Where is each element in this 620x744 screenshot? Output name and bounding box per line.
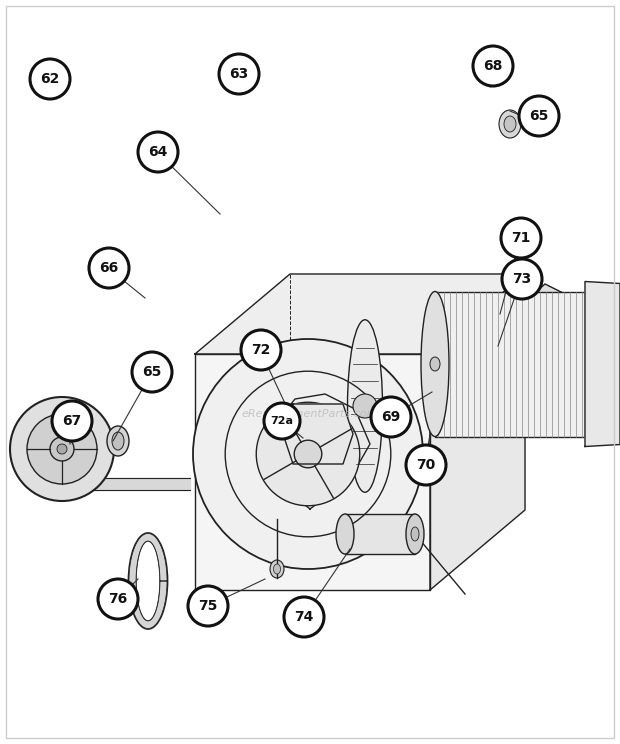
Ellipse shape [504,116,516,132]
Circle shape [519,96,559,136]
Circle shape [406,445,446,485]
Circle shape [57,444,67,454]
Circle shape [10,397,114,501]
Circle shape [30,59,70,99]
Circle shape [371,397,411,437]
Text: 66: 66 [99,261,118,275]
Ellipse shape [270,560,284,578]
Circle shape [294,440,322,468]
Text: 72a: 72a [270,416,293,426]
Circle shape [138,132,178,172]
Ellipse shape [112,432,124,450]
Circle shape [473,46,513,86]
Polygon shape [505,284,565,329]
Circle shape [27,414,97,484]
Text: 74: 74 [294,610,314,624]
Text: 71: 71 [512,231,531,245]
Circle shape [193,339,423,569]
Ellipse shape [273,564,280,574]
Circle shape [219,54,259,94]
Text: 73: 73 [512,272,531,286]
Circle shape [132,352,172,392]
Polygon shape [480,324,545,389]
Circle shape [89,248,129,288]
Text: 62: 62 [40,72,60,86]
Circle shape [284,597,324,637]
Polygon shape [195,354,430,590]
Ellipse shape [347,320,383,493]
Text: 65: 65 [529,109,549,123]
Circle shape [501,218,541,258]
Circle shape [50,437,74,461]
Ellipse shape [430,357,440,371]
Circle shape [256,403,360,506]
Text: 67: 67 [63,414,82,428]
Polygon shape [195,274,525,354]
Ellipse shape [421,292,449,437]
Text: 72: 72 [251,343,271,357]
Polygon shape [430,274,525,590]
Polygon shape [129,533,167,629]
Text: 76: 76 [108,592,128,606]
Circle shape [98,579,138,619]
Ellipse shape [336,514,354,554]
Circle shape [241,330,281,370]
Ellipse shape [411,527,419,541]
Text: 63: 63 [229,67,249,81]
Circle shape [502,259,542,299]
Text: 64: 64 [148,145,167,159]
Polygon shape [585,281,620,446]
Bar [435,292,585,437]
Text: eReplacementParts.com: eReplacementParts.com [242,409,378,419]
Circle shape [353,394,377,418]
Circle shape [52,401,92,441]
Polygon shape [270,394,370,509]
Text: 70: 70 [417,458,436,472]
Ellipse shape [406,514,424,554]
Text: 68: 68 [484,59,503,73]
Circle shape [188,586,228,626]
Ellipse shape [107,426,129,456]
Text: 75: 75 [198,599,218,613]
Text: 69: 69 [381,410,401,424]
Circle shape [264,403,300,439]
Polygon shape [283,404,353,464]
Bar [345,514,415,554]
Text: 65: 65 [143,365,162,379]
Ellipse shape [499,110,521,138]
